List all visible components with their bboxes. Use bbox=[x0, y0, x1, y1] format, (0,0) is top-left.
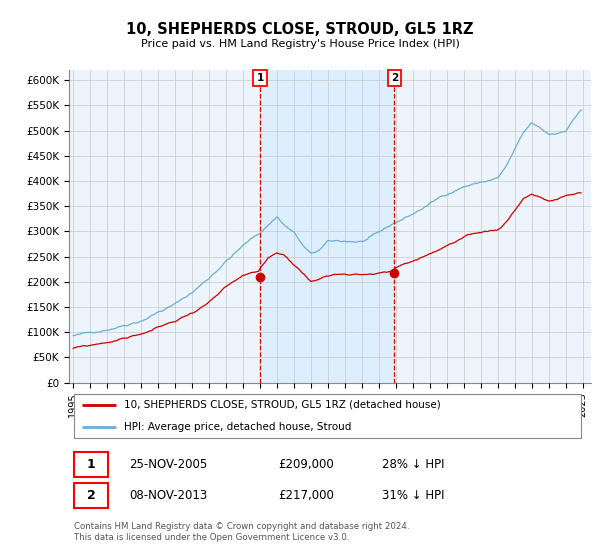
Text: Contains HM Land Registry data © Crown copyright and database right 2024.
This d: Contains HM Land Registry data © Crown c… bbox=[74, 522, 410, 542]
Text: 2: 2 bbox=[391, 73, 398, 83]
Text: £209,000: £209,000 bbox=[278, 458, 334, 471]
Text: 31% ↓ HPI: 31% ↓ HPI bbox=[382, 489, 445, 502]
Text: 28% ↓ HPI: 28% ↓ HPI bbox=[382, 458, 445, 471]
FancyBboxPatch shape bbox=[74, 394, 581, 438]
Text: 25-NOV-2005: 25-NOV-2005 bbox=[129, 458, 207, 471]
Text: 08-NOV-2013: 08-NOV-2013 bbox=[129, 489, 207, 502]
Text: £217,000: £217,000 bbox=[278, 489, 334, 502]
FancyBboxPatch shape bbox=[74, 452, 108, 477]
Text: 10, SHEPHERDS CLOSE, STROUD, GL5 1RZ: 10, SHEPHERDS CLOSE, STROUD, GL5 1RZ bbox=[126, 22, 474, 38]
Text: HPI: Average price, detached house, Stroud: HPI: Average price, detached house, Stro… bbox=[124, 422, 351, 432]
Text: 2: 2 bbox=[87, 489, 95, 502]
Text: 10, SHEPHERDS CLOSE, STROUD, GL5 1RZ (detached house): 10, SHEPHERDS CLOSE, STROUD, GL5 1RZ (de… bbox=[124, 400, 440, 410]
FancyBboxPatch shape bbox=[74, 483, 108, 508]
Bar bbox=[260, 70, 394, 382]
Text: 1: 1 bbox=[256, 73, 263, 83]
Text: Price paid vs. HM Land Registry's House Price Index (HPI): Price paid vs. HM Land Registry's House … bbox=[140, 39, 460, 49]
Text: 1: 1 bbox=[87, 458, 95, 471]
